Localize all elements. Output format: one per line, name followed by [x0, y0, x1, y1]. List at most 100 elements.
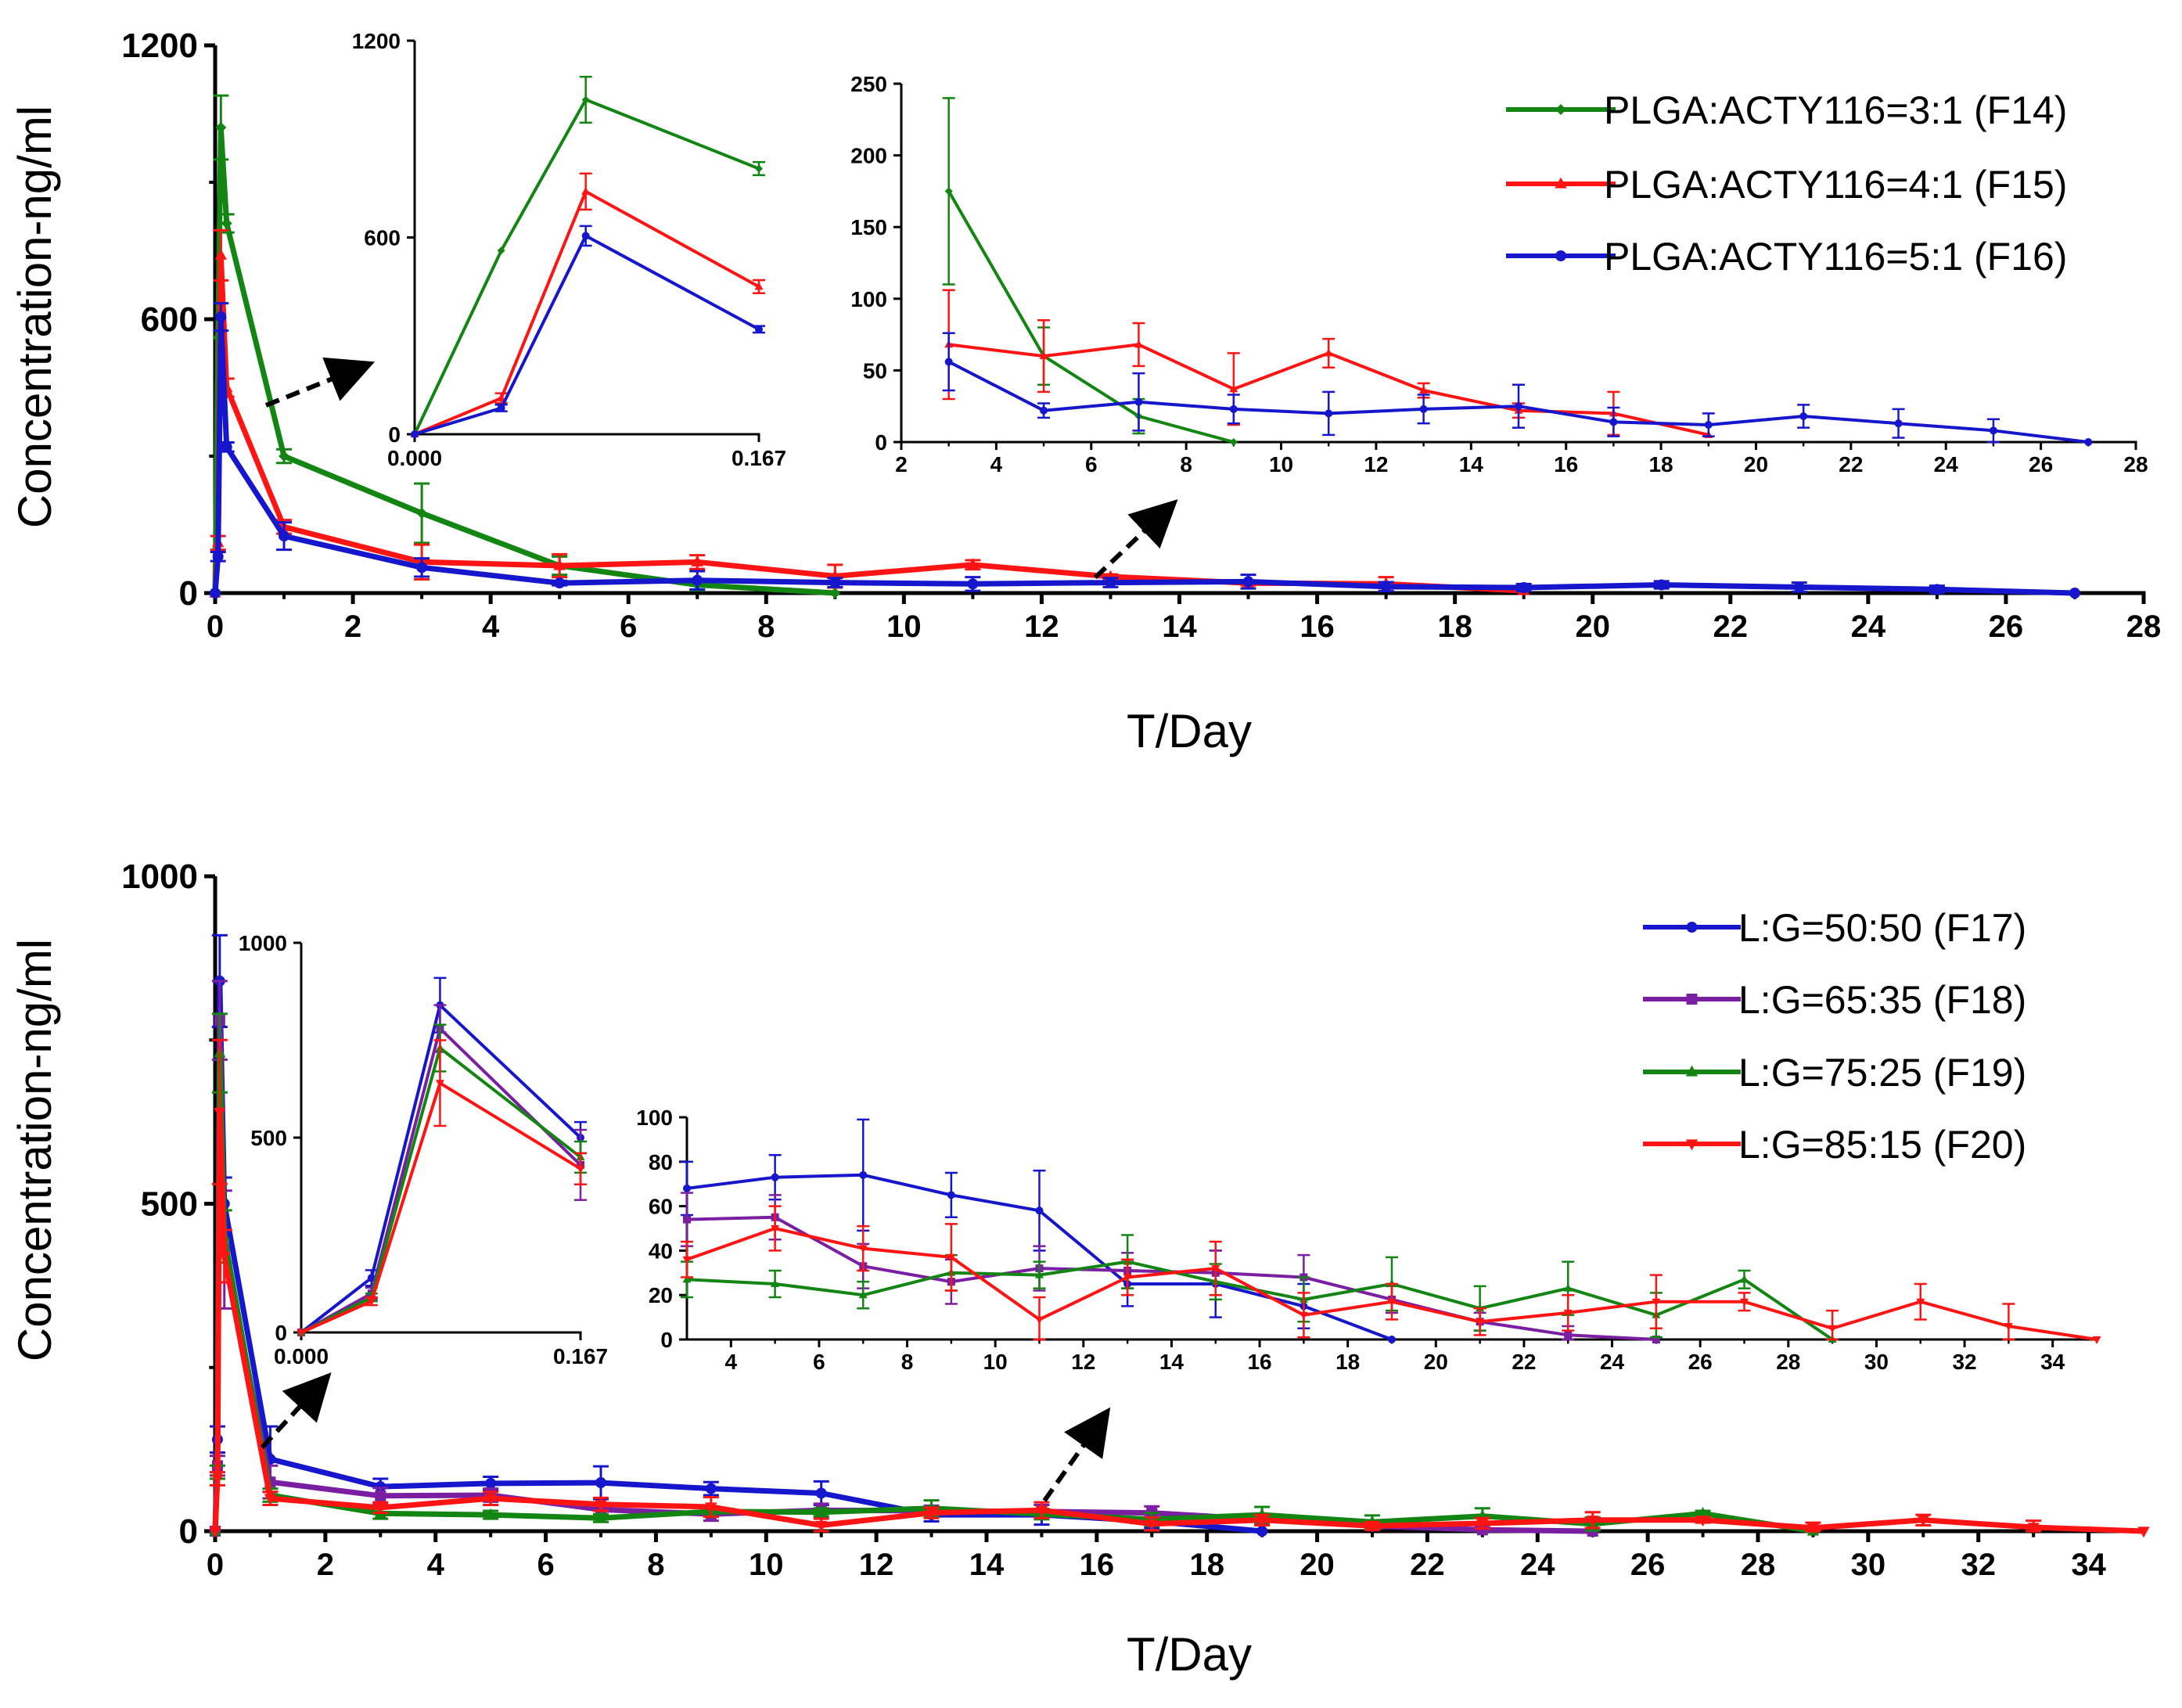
bottom-inset-late-data-point — [1388, 1336, 1396, 1343]
top-inset-early: 0.000 0.167 0 600 1200 — [352, 29, 786, 470]
top-inset-late-data-point — [1989, 426, 1997, 435]
bottom-main-data-point — [595, 1500, 607, 1512]
top-inset-early-data-point — [497, 246, 505, 255]
bottom-inset-late-x-tick-label: 12 — [1071, 1350, 1095, 1374]
bottom-arrow-to-late-inset — [1042, 1407, 1111, 1502]
top-inset-late-x-tick-label: 20 — [1744, 452, 1768, 476]
top-main-data-point — [554, 577, 566, 589]
bottom-main-data-point — [264, 1494, 277, 1505]
top-inset-early-data-point — [581, 186, 591, 195]
top-inset-late-x-tick-label: 10 — [1269, 452, 1293, 476]
top-inset-early-series-line-0 — [413, 98, 760, 435]
bottom-main-data-point — [1917, 1516, 1929, 1527]
top-main-data-point — [279, 451, 290, 462]
legend-marker — [1555, 104, 1566, 115]
bottom-inset-late-y-tick-label: 0 — [660, 1328, 673, 1352]
bottom-main-x-tick-label: 18 — [1189, 1548, 1224, 1582]
bottom-inset-late-x-tick-label: 32 — [1952, 1350, 1976, 1374]
top-main-x-tick-label: 22 — [1713, 609, 1749, 644]
bottom-inset-late-y-tick-label: 20 — [649, 1283, 673, 1307]
bottom-inset-late-data-point — [683, 1184, 691, 1192]
top-main-data-point — [1655, 579, 1667, 591]
top-inset-late-x-tick-label: 12 — [1364, 452, 1388, 476]
top-inset-late-data-point — [1515, 402, 1522, 411]
bottom-main-data-point — [1145, 1519, 1158, 1531]
top-inset-early-x-tick-label: 0.000 — [387, 446, 442, 470]
top-main-x-tick-label: 2 — [344, 609, 361, 644]
top-inset-early-data-point — [755, 325, 763, 333]
bottom-inset-early-data-point — [297, 1329, 306, 1337]
bottom-inset-early-y-tick-label: 0 — [275, 1321, 287, 1345]
bottom-inset-early-series-line-3 — [300, 1081, 582, 1334]
top-main-data-point — [214, 248, 228, 260]
top-inset-early-y-tick-label: 1200 — [352, 29, 401, 53]
legend-marker — [1685, 1139, 1699, 1151]
bottom-main-data-point — [2137, 1526, 2150, 1538]
top-inset-late-data-point — [1039, 351, 1048, 360]
bottom-main-x-tick-label: 24 — [1520, 1548, 1555, 1582]
top-inset-early-data-point — [497, 393, 506, 401]
top-inset-late-data-point — [1134, 340, 1143, 348]
bottom-inset-early-series-line-0 — [300, 1003, 582, 1334]
bottom-inset-late-x-tick-label: 26 — [1688, 1350, 1713, 1374]
bottom-main-y-tick-label: 500 — [141, 1185, 198, 1224]
top-inset-late-data-point — [944, 358, 953, 366]
top-main-data-point — [829, 577, 841, 588]
bottom-inset-late-data-point — [771, 1279, 780, 1287]
bottom-main-x-tick-label: 6 — [537, 1548, 554, 1582]
bottom-inset-late-x-tick-label: 22 — [1512, 1350, 1536, 1374]
bottom-main-data-point — [211, 1474, 224, 1486]
bottom-inset-late-data-point — [1035, 1206, 1044, 1215]
top-inset-late-data-point — [1229, 384, 1238, 393]
bottom-main-data-point — [374, 1503, 386, 1515]
bottom-main-x-tick-label: 0 — [207, 1548, 224, 1582]
top-inset-late-data-point — [1134, 397, 1143, 406]
bottom-inset-late-x-tick-label: 28 — [1776, 1350, 1800, 1374]
top-main-x-tick-label: 28 — [2126, 609, 2162, 644]
bottom-main-y-tick-label: 0 — [179, 1512, 198, 1551]
bottom-inset-early-x-tick-label: 0.167 — [553, 1344, 608, 1368]
bottom-main-data-point — [485, 1477, 497, 1489]
bottom-inset-late-x-tick-label: 6 — [813, 1350, 825, 1374]
bottom-main-data-point — [1696, 1516, 1709, 1527]
top-y-axis-title: Concentration-ng/ml — [9, 106, 61, 528]
bottom-inset-late-x-tick-label: 20 — [1424, 1350, 1448, 1374]
bottom-inset-early: 0.000 0.167 0 500 1000 — [239, 931, 608, 1368]
top-inset-late-x-tick-label: 24 — [1934, 452, 1959, 476]
bottom-inset-late-data-point — [859, 1170, 868, 1179]
top-main-data-point — [553, 559, 566, 570]
bottom-inset-early-series-3 — [297, 1039, 587, 1337]
bottom-inset-early-data-point — [367, 1298, 376, 1307]
bottom-inset-late-data-point — [771, 1173, 779, 1181]
bottom-inset-early-data-point — [576, 1165, 585, 1174]
bottom-inset-late-data-point — [1387, 1298, 1397, 1307]
bottom-inset-late-series-3 — [681, 1205, 2101, 1344]
bottom-main-x-tick-label: 8 — [647, 1548, 664, 1582]
top-inset-late-y-tick-label: 50 — [863, 358, 887, 383]
bottom-main-data-point — [375, 1481, 386, 1493]
bottom-inset-late-data-point — [1740, 1298, 1749, 1307]
bottom-main-data-point — [595, 1477, 606, 1489]
bottom-inset-late-data-point — [683, 1215, 691, 1224]
legend-marker — [1686, 994, 1698, 1005]
top-inset-late-x-tick-label: 26 — [2029, 452, 2053, 476]
top-main-data-point — [1242, 576, 1254, 588]
bottom-arrow-to-early-inset — [260, 1372, 332, 1450]
bottom-inset-late-x-tick-label: 30 — [1864, 1350, 1889, 1374]
bottom-inset-early-y-tick-label: 1000 — [239, 931, 287, 955]
bottom-inset-late-data-point — [1652, 1336, 1660, 1343]
bottom-main-x-tick-label: 20 — [1299, 1548, 1335, 1582]
bottom-main-series-line-3 — [212, 1109, 2144, 1534]
legend-entry-f20: L:G=85:15 (F20) — [1643, 1123, 2026, 1167]
bottom-inset-late-x-tick-label: 16 — [1247, 1350, 1271, 1374]
bottom-main-series-0 — [209, 933, 1268, 1537]
legend-entry-f18: L:G=65:35 (F18) — [1643, 978, 2026, 1022]
top-main-data-point — [1518, 582, 1530, 593]
legend-label-f14: PLGA:ACTY116=3:1 (F14) — [1604, 88, 2067, 132]
top-inset-early-data-point — [581, 232, 590, 240]
top-main-data-point — [1793, 581, 1805, 593]
bottom-inset-late-series-line-1 — [686, 1215, 1657, 1341]
